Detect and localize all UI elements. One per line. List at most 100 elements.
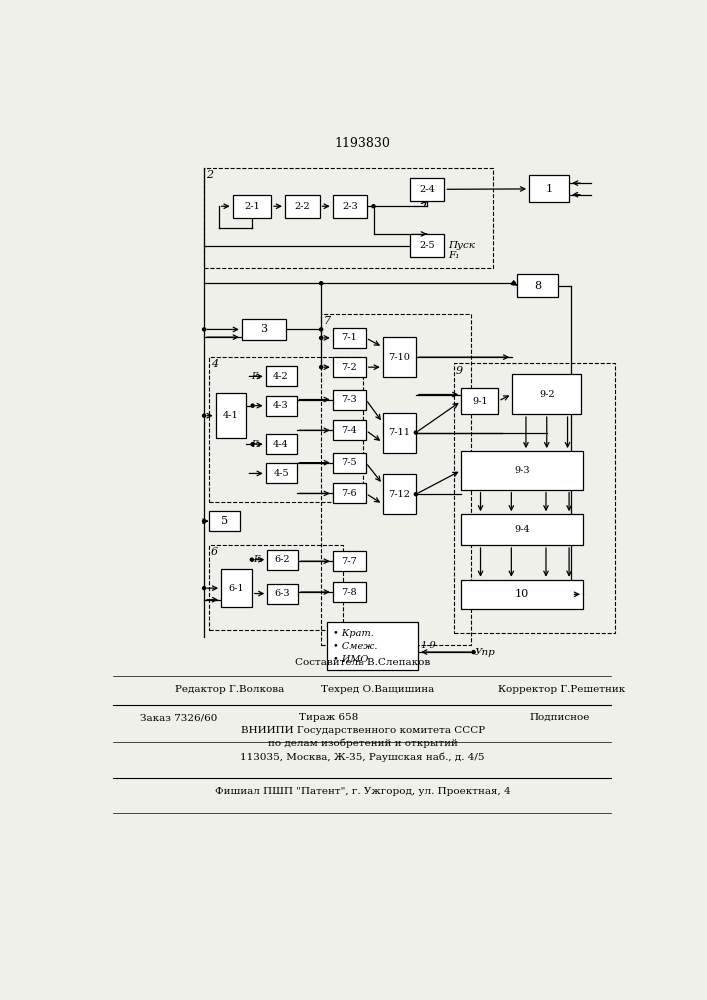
Circle shape — [320, 366, 322, 369]
Text: 6-2: 6-2 — [275, 555, 291, 564]
Text: 10: 10 — [515, 589, 530, 599]
Text: 4: 4 — [211, 359, 218, 369]
Bar — [285, 195, 320, 218]
Text: 9-1: 9-1 — [472, 397, 488, 406]
Bar — [529, 175, 569, 202]
Bar — [266, 366, 296, 386]
Bar — [242, 319, 286, 340]
Bar — [321, 314, 472, 645]
Text: Составитель В.Слепаков: Составитель В.Слепаков — [295, 658, 431, 667]
Text: 7-2: 7-2 — [341, 363, 357, 372]
Circle shape — [320, 328, 322, 331]
Bar — [333, 582, 366, 602]
Text: 7-12: 7-12 — [388, 490, 410, 499]
Circle shape — [372, 205, 375, 208]
Text: 1193830: 1193830 — [335, 137, 391, 150]
Text: 9: 9 — [456, 366, 463, 376]
Bar — [267, 584, 298, 604]
Bar — [333, 195, 368, 218]
Text: 5: 5 — [221, 516, 228, 526]
Circle shape — [251, 404, 254, 407]
Bar — [333, 551, 366, 571]
Text: 2-2: 2-2 — [294, 202, 310, 211]
Text: 7-4: 7-4 — [341, 426, 357, 435]
Bar — [333, 389, 366, 410]
Text: 7-8: 7-8 — [341, 588, 357, 597]
Text: 7-5: 7-5 — [341, 458, 357, 467]
Bar — [409, 234, 444, 257]
Bar — [333, 357, 366, 377]
Text: 113035, Москва, Ж-35, Раушская наб., д. 4/5: 113035, Москва, Ж-35, Раушская наб., д. … — [240, 752, 485, 762]
Text: F₂: F₂ — [251, 372, 261, 381]
Bar — [333, 328, 366, 348]
Bar — [233, 195, 271, 218]
Text: F₂: F₂ — [253, 555, 263, 564]
Bar — [461, 514, 583, 545]
Text: ВНИИПИ Государственного комитета СССР: ВНИИПИ Государственного комитета СССР — [240, 726, 485, 735]
Circle shape — [251, 443, 254, 446]
Text: 6-1: 6-1 — [228, 584, 244, 593]
Bar — [333, 483, 366, 503]
Text: 7-3: 7-3 — [341, 395, 357, 404]
Text: 2-5: 2-5 — [419, 241, 435, 250]
Text: 9-2: 9-2 — [539, 390, 554, 399]
Bar — [216, 393, 247, 438]
Bar — [209, 357, 363, 502]
Text: F₂: F₂ — [251, 440, 261, 449]
Text: 6-3: 6-3 — [275, 589, 291, 598]
Circle shape — [320, 336, 322, 339]
Circle shape — [203, 520, 206, 523]
Circle shape — [203, 587, 206, 590]
Bar — [209, 511, 240, 531]
Text: 4-4: 4-4 — [273, 440, 289, 449]
Bar — [333, 453, 366, 473]
Text: 1-9: 1-9 — [421, 641, 436, 650]
Text: Фишиал ПШП "Патент", г. Ужгород, ул. Проектная, 4: Фишиал ПШП "Патент", г. Ужгород, ул. Про… — [215, 787, 510, 796]
Bar — [461, 580, 583, 609]
Text: 4-5: 4-5 — [274, 469, 289, 478]
Bar — [382, 337, 416, 377]
Bar — [266, 396, 296, 416]
Text: 9-4: 9-4 — [514, 525, 530, 534]
Circle shape — [250, 558, 253, 561]
Bar — [266, 463, 296, 483]
Text: Заказ 7326/60: Заказ 7326/60 — [140, 713, 218, 722]
Text: Тираж 658: Тираж 658 — [299, 713, 358, 722]
Text: по делам изобретений и открытий: по делам изобретений и открытий — [268, 739, 457, 748]
Text: Пуск: Пуск — [448, 241, 475, 250]
Bar — [454, 363, 615, 633]
Text: 9-3: 9-3 — [514, 466, 530, 475]
Bar — [461, 451, 583, 490]
Bar — [409, 178, 444, 201]
Text: Корректор Г.Решетник: Корректор Г.Решетник — [498, 685, 626, 694]
Text: 6: 6 — [211, 547, 218, 557]
Bar — [333, 420, 366, 440]
Bar — [266, 434, 296, 454]
Text: 2-1: 2-1 — [244, 202, 259, 211]
Circle shape — [414, 493, 417, 496]
Text: 4-3: 4-3 — [273, 401, 289, 410]
Text: 7-11: 7-11 — [388, 428, 410, 437]
Text: 2-3: 2-3 — [342, 202, 358, 211]
Text: F₁: F₁ — [448, 251, 460, 260]
Bar — [327, 622, 418, 670]
Bar — [204, 168, 493, 268]
Circle shape — [472, 651, 475, 654]
Bar — [267, 550, 298, 570]
Circle shape — [512, 282, 515, 285]
Text: 7-10: 7-10 — [388, 353, 410, 362]
Text: 2: 2 — [206, 170, 214, 180]
Text: Упр: Упр — [475, 648, 496, 657]
Text: 8: 8 — [534, 281, 541, 291]
Text: Техред О.Ващишина: Техред О.Ващишина — [321, 685, 434, 694]
Circle shape — [414, 431, 417, 434]
Text: 7-1: 7-1 — [341, 333, 357, 342]
Text: • Смеж.: • Смеж. — [334, 642, 378, 651]
Text: • Крат.: • Крат. — [334, 629, 374, 638]
Text: 2-4: 2-4 — [419, 185, 435, 194]
Bar — [382, 474, 416, 514]
Text: Подписное: Подписное — [529, 713, 590, 722]
Text: 4-2: 4-2 — [273, 372, 289, 381]
Bar — [221, 569, 252, 607]
Text: 7-6: 7-6 — [341, 489, 357, 498]
